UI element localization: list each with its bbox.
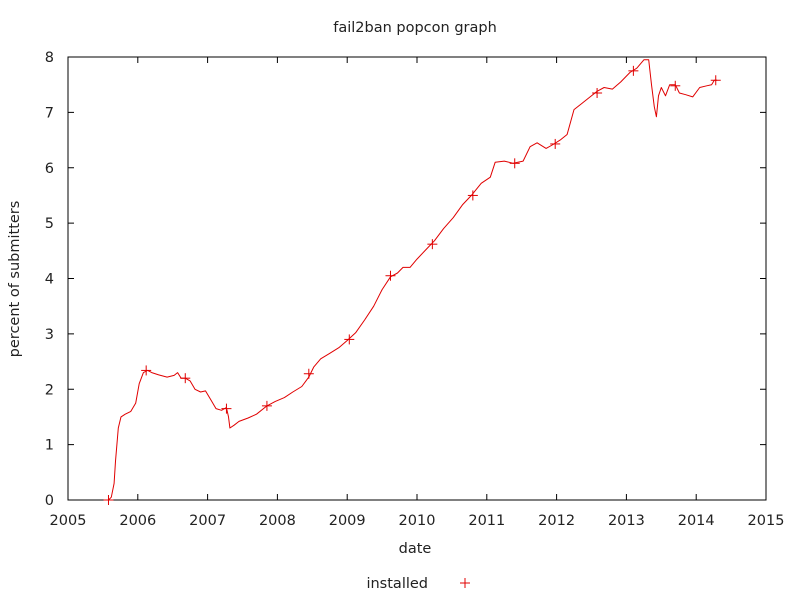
data-point-marker — [103, 495, 114, 505]
series-markers-installed — [103, 65, 721, 505]
y-tick-label: 0 — [45, 493, 54, 509]
y-tick-label: 4 — [45, 272, 54, 288]
data-point-marker — [628, 65, 639, 76]
x-axis-label: date — [399, 541, 432, 557]
x-axis: 2005 2006 2007 2008 2009 2010 2011 2012 2013 2014… — [50, 57, 785, 529]
y-tick-label: 5 — [45, 216, 54, 232]
y-axis: 0 1 2 3 4 5 6 7 8 — [45, 50, 766, 509]
legend-label-installed: installed — [366, 576, 428, 592]
x-tick-label: 2011 — [468, 513, 505, 529]
data-point-marker — [180, 373, 191, 384]
legend: installed — [366, 576, 470, 592]
plot-frame — [67, 56, 767, 501]
data-point-marker — [467, 190, 478, 201]
y-tick-label: 2 — [45, 382, 54, 398]
y-tick-label: 6 — [45, 161, 54, 177]
data-point-marker — [592, 87, 603, 98]
y-tick-label: 8 — [45, 50, 54, 66]
data-point-marker — [221, 403, 232, 414]
series-line-installed — [108, 59, 718, 501]
x-tick-label: 2009 — [329, 513, 366, 529]
data-point-marker — [261, 400, 272, 411]
data-point-marker — [303, 368, 314, 379]
data-point-marker — [427, 239, 438, 250]
y-tick-label: 1 — [45, 438, 54, 454]
x-tick-label: 2012 — [538, 513, 575, 529]
x-tick-label: 2008 — [259, 513, 296, 529]
data-point-marker — [141, 365, 152, 376]
y-axis-label: percent of submitters — [7, 201, 23, 358]
x-tick-label: 2005 — [50, 513, 87, 529]
data-point-marker — [710, 75, 721, 86]
data-point-marker — [509, 158, 520, 169]
chart-title: fail2ban popcon graph — [333, 20, 497, 36]
x-tick-label: 2007 — [189, 513, 226, 529]
x-tick-label: 2015 — [748, 513, 785, 529]
legend-marker-installed — [460, 578, 470, 588]
x-tick-label: 2006 — [119, 513, 156, 529]
data-point-marker — [670, 80, 681, 91]
y-tick-label: 3 — [45, 327, 54, 343]
y-tick-label: 7 — [45, 105, 54, 121]
data-point-marker — [385, 270, 396, 281]
legend-plus-marker — [460, 578, 470, 588]
x-tick-label: 2013 — [608, 513, 645, 529]
data-point-marker — [550, 138, 561, 149]
data-point-marker — [344, 334, 355, 345]
x-tick-label: 2014 — [678, 513, 715, 529]
x-tick-label: 2010 — [399, 513, 436, 529]
